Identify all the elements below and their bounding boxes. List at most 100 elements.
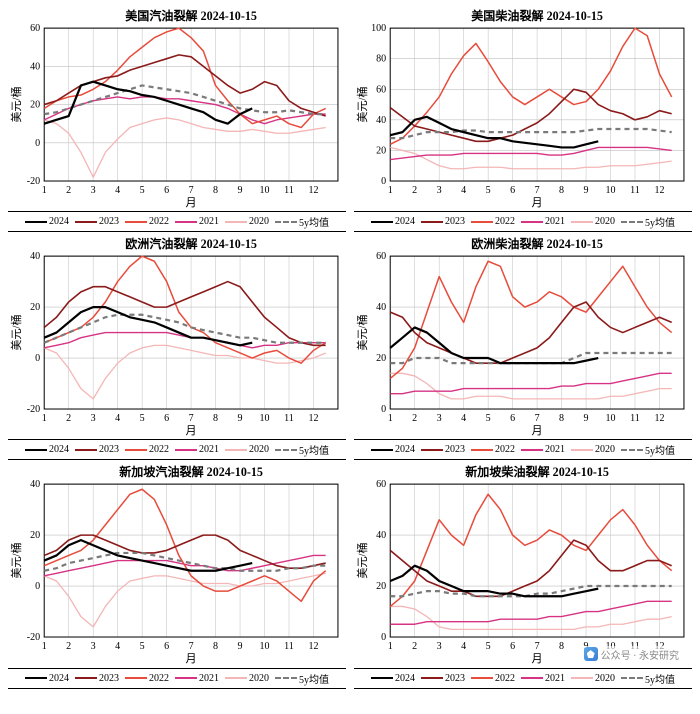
legend-item-2021: 2021	[175, 442, 219, 457]
legend-swatch	[521, 449, 543, 451]
legend-label: 2022	[149, 673, 169, 684]
legend: 202420232022202120205y均值	[8, 668, 346, 689]
series-2023	[390, 302, 671, 363]
legend-swatch	[225, 449, 247, 451]
series-2020	[390, 607, 671, 630]
x-axis-label: 月	[532, 425, 543, 437]
legend-item-2020: 2020	[225, 671, 269, 686]
legend-label: 2024	[49, 444, 69, 455]
chart-title: 美国汽油裂解 2024-10-15	[125, 8, 257, 23]
legend-label: 5y均值	[299, 442, 329, 457]
legend-item-2020: 2020	[571, 442, 615, 457]
legend-item-2024: 2024	[25, 442, 69, 457]
legend-swatch	[225, 677, 247, 679]
legend-label: 2024	[49, 216, 69, 227]
legend-swatch	[125, 449, 147, 451]
legend-item-2021: 2021	[175, 214, 219, 229]
svg-text:60: 60	[376, 84, 386, 95]
legend-swatch	[75, 449, 97, 451]
chart-title: 欧洲汽油裂解 2024-10-15	[125, 236, 257, 251]
svg-text:6: 6	[164, 185, 169, 196]
legend-item-2020: 2020	[571, 214, 615, 229]
legend-label: 2024	[395, 216, 415, 227]
chart-title: 欧洲柴油裂解 2024-10-15	[471, 236, 603, 251]
svg-text:10: 10	[259, 185, 269, 196]
svg-text:5: 5	[486, 641, 491, 652]
svg-text:2: 2	[412, 413, 417, 424]
legend-label: 2022	[149, 216, 169, 227]
svg-text:40: 40	[30, 480, 40, 491]
svg-text:1: 1	[388, 641, 393, 652]
legend-swatch	[175, 449, 197, 451]
legend-label: 2021	[199, 216, 219, 227]
svg-text:3: 3	[91, 185, 96, 196]
legend: 202420232022202120205y均值	[8, 439, 346, 460]
legend-swatch	[175, 221, 197, 223]
svg-text:10: 10	[259, 641, 269, 652]
chart-panel-eu_gasoline: -2002040123456789101112欧洲汽油裂解 2024-10-15…	[8, 236, 346, 460]
svg-text:7: 7	[535, 413, 540, 424]
x-axis-label: 月	[532, 197, 543, 209]
legend-label: 2023	[99, 216, 119, 227]
svg-text:12: 12	[308, 185, 318, 196]
chart-panel-sg_gasoline: -2002040123456789101112新加坡汽油裂解 2024-10-1…	[8, 464, 346, 688]
legend-swatch	[621, 449, 643, 451]
legend-swatch	[571, 677, 593, 679]
legend-item-2022: 2022	[471, 442, 515, 457]
legend-label: 2021	[545, 673, 565, 684]
svg-text:5: 5	[140, 413, 145, 424]
legend-swatch	[275, 221, 297, 223]
svg-text:8: 8	[559, 185, 564, 196]
legend-swatch	[371, 221, 393, 223]
svg-text:11: 11	[630, 185, 640, 196]
legend-item-2022: 2022	[125, 214, 169, 229]
y-axis-label: 美元/桶	[355, 86, 369, 122]
legend-swatch	[421, 449, 443, 451]
legend-swatch	[25, 221, 47, 223]
svg-text:6: 6	[164, 641, 169, 652]
svg-text:40: 40	[376, 302, 386, 313]
legend-label: 5y均值	[299, 671, 329, 686]
svg-text:6: 6	[164, 413, 169, 424]
legend-label: 2022	[495, 673, 515, 684]
legend-swatch	[571, 449, 593, 451]
svg-text:0: 0	[381, 404, 386, 415]
svg-text:11: 11	[630, 413, 640, 424]
svg-text:8: 8	[213, 641, 218, 652]
watermark-text: 公众号 · 永安研究	[601, 647, 679, 662]
y-axis-label: 美元/桶	[9, 315, 23, 351]
legend-item-2024: 2024	[25, 214, 69, 229]
y-axis-label: 美元/桶	[355, 543, 369, 579]
legend-item-5y均值: 5y均值	[621, 442, 675, 457]
series-2023	[44, 535, 325, 568]
series-2022	[390, 28, 671, 144]
legend-label: 5y均值	[645, 214, 675, 229]
svg-text:7: 7	[189, 413, 194, 424]
series-2020	[44, 118, 325, 177]
svg-text:40: 40	[376, 115, 386, 126]
legend-swatch	[75, 677, 97, 679]
y-axis-label: 美元/桶	[355, 315, 369, 351]
legend-swatch	[175, 677, 197, 679]
svg-text:9: 9	[584, 185, 589, 196]
legend: 202420232022202120205y均值	[354, 211, 692, 232]
svg-text:2: 2	[66, 641, 71, 652]
svg-text:0: 0	[35, 581, 40, 592]
legend: 202420232022202120205y均值	[354, 439, 692, 460]
svg-text:-20: -20	[27, 632, 40, 643]
svg-text:4: 4	[115, 641, 120, 652]
svg-text:2: 2	[412, 185, 417, 196]
legend-item-2020: 2020	[571, 671, 615, 686]
series-2020	[44, 346, 325, 400]
legend-item-2024: 2024	[371, 214, 415, 229]
legend: 202420232022202120205y均值	[8, 211, 346, 232]
legend-item-5y均值: 5y均值	[275, 442, 329, 457]
legend-swatch	[521, 677, 543, 679]
svg-text:10: 10	[605, 185, 615, 196]
svg-text:7: 7	[535, 185, 540, 196]
legend-item-2022: 2022	[471, 214, 515, 229]
legend-item-2023: 2023	[75, 671, 119, 686]
series-2020	[44, 574, 325, 628]
legend-label: 2020	[595, 444, 615, 455]
legend-item-2024: 2024	[371, 671, 415, 686]
